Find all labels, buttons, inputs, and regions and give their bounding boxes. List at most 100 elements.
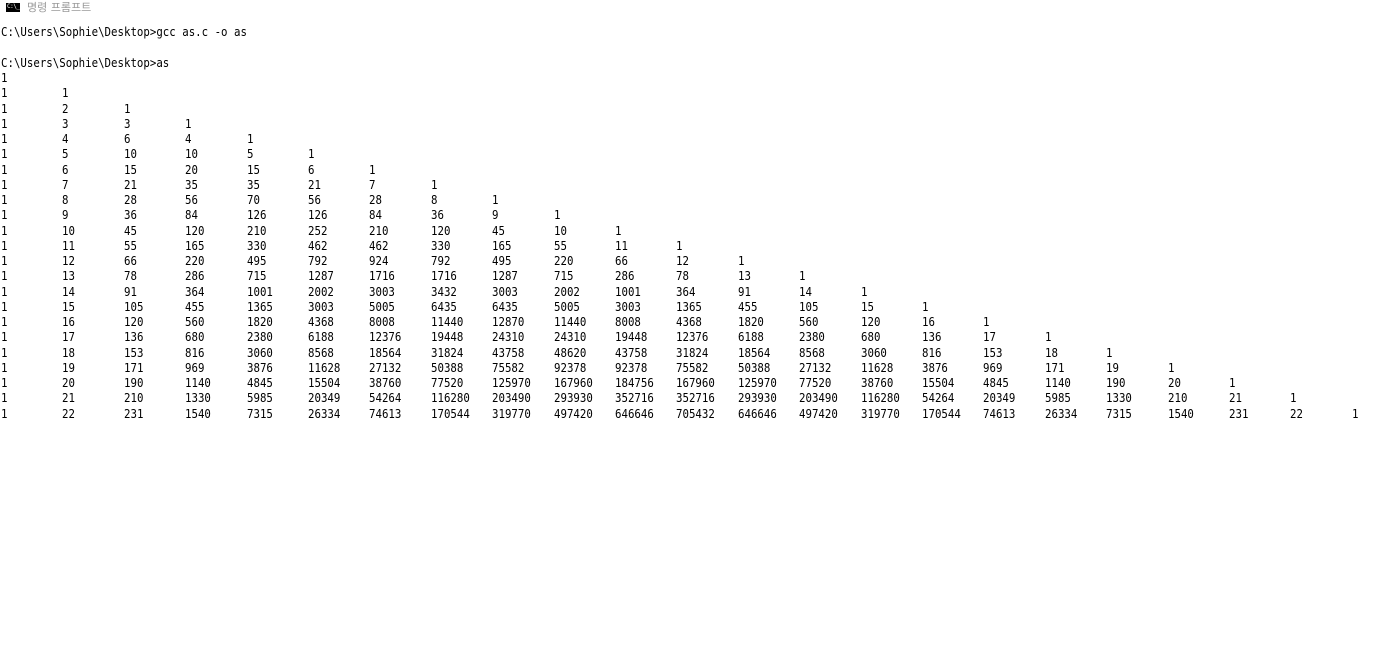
output-value: 45 <box>492 222 506 238</box>
output-value: 1 <box>737 253 745 268</box>
output-value: 28 <box>123 192 137 207</box>
output-value: 495 <box>492 253 512 268</box>
output-value: 19 <box>62 359 76 375</box>
output-value: 1 <box>1 192 8 207</box>
output-value: 3003 <box>492 283 519 299</box>
output-value: 56 <box>308 192 321 207</box>
output-value: 15 <box>860 298 874 314</box>
output-value: 20 <box>185 161 199 177</box>
output-value: 231 <box>123 405 144 421</box>
output-value: 170544 <box>922 405 961 421</box>
output-value: 165 <box>185 237 205 253</box>
output-value: 1820 <box>737 314 764 329</box>
output-value: 27132 <box>369 359 402 375</box>
output-value: 1 <box>1 85 8 101</box>
output-value: 4845 <box>246 375 273 390</box>
output-value: 12376 <box>369 329 402 345</box>
output-value: 190 <box>123 375 144 390</box>
output-value: 5 <box>62 146 69 162</box>
output-value: 16 <box>922 314 935 329</box>
output-row: 1 9 36 84 126 126 84 36 9 1 <box>0 207 1377 222</box>
output-value: 286 <box>185 268 205 284</box>
output-value: 11 <box>615 237 628 253</box>
output-value: 120 <box>860 314 881 329</box>
output-value: 105 <box>123 298 144 314</box>
output-value: 210 <box>1167 390 1188 406</box>
output-value: 78 <box>123 268 137 284</box>
output-value: 497420 <box>799 405 839 421</box>
output-value: 12 <box>62 253 76 268</box>
output-value: 1 <box>1 298 8 314</box>
output-value: 55 <box>553 237 567 253</box>
output-value: 1 <box>1 161 8 177</box>
output-value: 56 <box>185 192 199 207</box>
output-value: 167960 <box>676 375 716 390</box>
output-value: 153 <box>983 344 1003 360</box>
output-value: 8008 <box>369 314 396 329</box>
output-value: 120 <box>430 222 451 238</box>
console-line-compile: C:\Users\Sophie\Desktop>gcc as.c -o as <box>1 24 247 39</box>
output-value: 15504 <box>308 375 341 390</box>
output-row: 1 20 190 1140 4845 15504 38760 77520 125970 16796… <box>0 375 1377 390</box>
output-value: 4368 <box>676 314 703 329</box>
output-value: 10 <box>62 222 76 238</box>
output-row: 1 3 3 1 <box>0 116 1377 131</box>
output-value: 20 <box>62 375 76 390</box>
icon-glyph: C:\_ <box>7 3 20 10</box>
output-value: 1 <box>1 283 8 299</box>
output-row: 1 13 78 286 715 1287 1716 1716 1287 715 286 78 13 1 <box>0 268 1377 283</box>
output-value: 2002 <box>308 283 334 299</box>
output-value: 24310 <box>492 329 525 345</box>
output-value: 1 <box>676 237 683 253</box>
output-value: 462 <box>308 237 328 253</box>
output-value: 1 <box>430 176 438 192</box>
output-row: 1 5 10 10 5 1 <box>0 146 1377 161</box>
output-value: 1 <box>1 100 8 116</box>
output-value: 5985 <box>246 390 273 406</box>
output-value: 3060 <box>246 344 273 360</box>
output-value: 45 <box>123 222 137 238</box>
output-value: 3 <box>123 115 131 131</box>
output-value: 125970 <box>492 375 532 390</box>
output-value: 4845 <box>983 375 1010 390</box>
output-value: 50388 <box>737 359 771 375</box>
output-value: 26334 <box>1044 405 1078 421</box>
output-value: 12376 <box>676 329 709 345</box>
output-row: 1 6 15 20 15 6 1 <box>0 162 1377 177</box>
output-value: 1 <box>123 100 131 116</box>
output-value: 220 <box>185 253 205 268</box>
output-value: 10 <box>553 222 567 238</box>
output-value: 364 <box>185 283 205 299</box>
output-value: 35 <box>185 176 199 192</box>
output-value: 36 <box>123 207 137 223</box>
output-value: 3 <box>62 115 69 131</box>
output-value: 1 <box>860 283 868 299</box>
title-bar[interactable]: C:\_ 명령 프롬프트 <box>0 0 1377 16</box>
output-value: 1 <box>369 161 376 177</box>
output-value: 126 <box>308 207 328 223</box>
output-value: 646646 <box>615 405 654 421</box>
output-value: 330 <box>430 237 451 253</box>
output-value: 20 <box>1167 375 1181 390</box>
output-value: 7315 <box>1106 405 1133 421</box>
output-value: 54264 <box>369 390 402 406</box>
output-value: 66 <box>123 253 137 268</box>
output-value: 35 <box>246 176 260 192</box>
output-value: 3432 <box>430 283 457 299</box>
output-value: 203490 <box>492 390 532 406</box>
output-value: 5985 <box>1044 390 1071 406</box>
output-value: 92378 <box>553 359 586 375</box>
output-value: 3876 <box>246 359 273 375</box>
output-value: 6188 <box>308 329 334 345</box>
output-value: 210 <box>369 222 389 238</box>
output-row: 1 22 231 1540 7315 26334 74613 170544 319770 4974… <box>0 406 1377 421</box>
output-row: 1 8 28 56 70 56 28 8 1 <box>0 192 1377 207</box>
output-row: 1 10 45 120 210 252 210 120 45 10 1 <box>0 223 1377 238</box>
output-value: 116280 <box>430 390 470 406</box>
output-value: 560 <box>185 314 205 329</box>
output-value: 816 <box>922 344 942 360</box>
output-value: 3003 <box>308 298 334 314</box>
output-value: 70 <box>246 192 260 207</box>
output-value: 1 <box>1 344 8 360</box>
output-value: 1001 <box>246 283 273 299</box>
